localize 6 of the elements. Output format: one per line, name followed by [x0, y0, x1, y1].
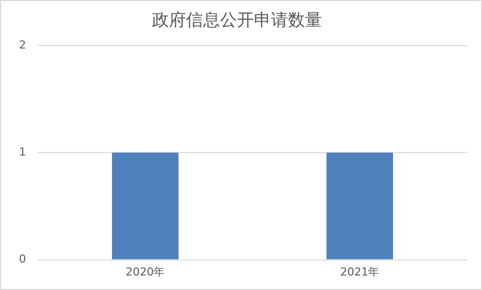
- y-tick-label: 0: [19, 252, 26, 266]
- chart-title: 政府信息公开申请数量: [152, 10, 322, 31]
- x-tick-label: 2020年: [126, 265, 165, 278]
- y-tick-label: 1: [19, 145, 26, 158]
- x-tick-label: 2021年: [340, 265, 380, 278]
- y-tick-label: 2: [19, 38, 26, 52]
